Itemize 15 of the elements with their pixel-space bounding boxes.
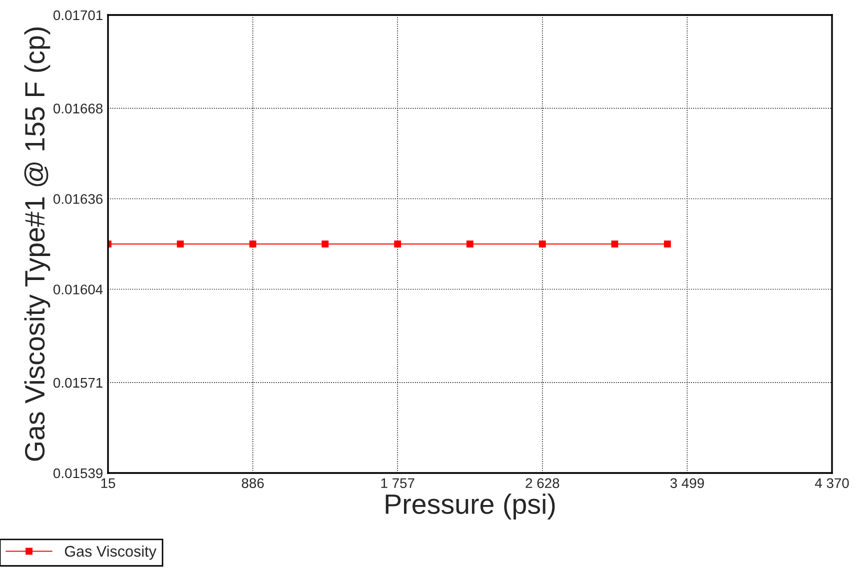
y-tick-label: 0.01701 [53,10,102,20]
x-axis-title: Pressure (psi) [386,494,555,520]
x-tick-label: 4 370 [814,478,849,488]
y-tick-label: 0.01604 [53,284,103,294]
y-tick-label: 0.01539 [53,468,102,478]
x-tick-label: 2 628 [526,478,560,488]
x-tick-label: 3 499 [670,478,704,488]
x-tick-label: 15 [101,478,116,488]
y-axis-title: Gas Viscosity Type#1 @ 155 F (cp) [24,28,50,461]
x-tick-label: 1 757 [381,478,414,488]
y-tick-label: 0.01668 [53,104,103,114]
y-tick-label: 0.01571 [53,378,102,388]
legend-label: Gas Viscosity [64,546,156,560]
y-tick-label: 0.01636 [53,194,103,204]
x-tick-label: 886 [242,478,264,488]
